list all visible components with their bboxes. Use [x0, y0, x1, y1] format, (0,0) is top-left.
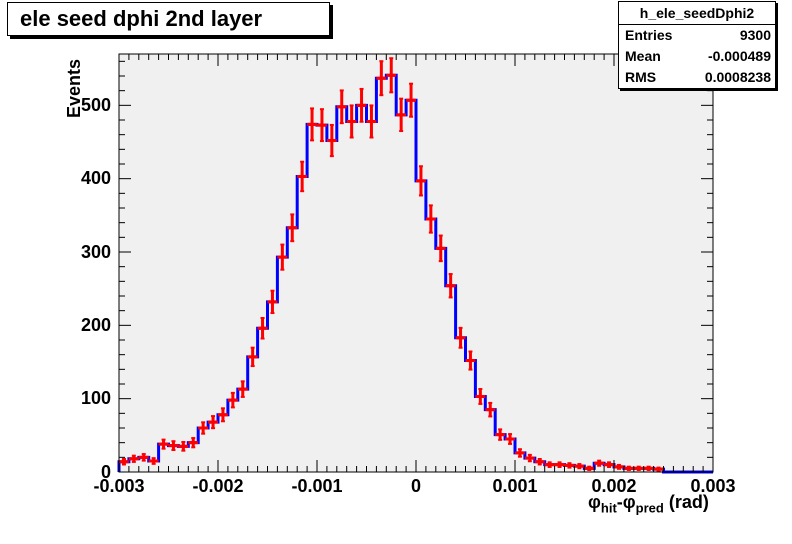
data-point — [485, 401, 496, 418]
stats-value: 9300 — [739, 27, 771, 43]
data-point — [623, 465, 634, 471]
stats-histogram-name: h_ele_seedDphi2 — [619, 2, 775, 25]
data-point — [218, 407, 228, 423]
data-point — [584, 465, 595, 471]
data-point — [435, 234, 446, 263]
error-bars-layer — [119, 57, 664, 472]
x-axis-sub-pred: pred — [635, 500, 664, 516]
data-point — [326, 123, 337, 158]
data-point — [178, 440, 189, 452]
x-axis-phi: φ — [588, 492, 601, 512]
data-point — [386, 57, 397, 94]
data-point — [554, 461, 565, 468]
x-axis-sub-hit: hit — [600, 500, 617, 516]
data-point — [495, 428, 506, 441]
data-point — [524, 453, 535, 463]
data-point — [277, 243, 288, 271]
y-tick-label: 200 — [81, 314, 112, 335]
data-point — [406, 82, 416, 118]
data-point — [643, 465, 654, 471]
x-axis-phi: φ — [622, 492, 636, 512]
data-point — [564, 462, 575, 469]
data-point — [416, 165, 426, 197]
data-point — [614, 463, 624, 470]
y-tick-label: 400 — [81, 168, 112, 189]
data-point — [574, 463, 585, 470]
x-tick-label: 0.001 — [492, 476, 538, 496]
data-point — [188, 437, 199, 449]
data-point — [257, 317, 268, 340]
stats-label: Entries — [625, 27, 673, 43]
y-tick-label: 300 — [81, 241, 112, 262]
data-point — [544, 461, 555, 468]
x-axis-label: φhit-φpred (rad) — [588, 492, 709, 516]
stats-label: RMS — [625, 69, 657, 85]
data-point — [455, 326, 466, 349]
stats-value: 0.0008238 — [704, 69, 771, 85]
data-point — [128, 454, 139, 463]
chart-title: ele seed dphi 2nd layer — [20, 6, 263, 31]
data-point — [465, 350, 476, 371]
data-point — [148, 457, 159, 465]
data-point — [168, 440, 179, 451]
axis-ticks-layer — [118, 54, 714, 473]
data-point — [604, 461, 614, 468]
data-point — [287, 213, 298, 243]
x-axis-unit: (rad) — [663, 492, 709, 512]
data-point — [297, 160, 308, 193]
data-point — [198, 421, 209, 435]
stats-value: -0.000489 — [707, 48, 771, 64]
stats-label: Mean — [625, 48, 661, 64]
stats-box: h_ele_seedDphi2 Entries 9300 Mean -0.000… — [618, 1, 776, 89]
x-tick-label: -0.003 — [93, 476, 145, 496]
x-axis-dash: - — [616, 492, 623, 512]
data-point — [267, 289, 278, 315]
data-point — [366, 104, 377, 139]
data-point — [208, 415, 218, 430]
data-point — [505, 433, 515, 445]
x-tick-label: -0.002 — [192, 476, 244, 496]
data-point — [653, 466, 664, 472]
data-point — [515, 448, 525, 458]
data-point — [317, 108, 327, 143]
chart-title-box: ele seed dphi 2nd layer — [7, 2, 330, 36]
data-point — [119, 457, 129, 466]
data-point — [594, 459, 605, 467]
data-point — [445, 273, 456, 299]
data-point — [356, 87, 367, 123]
y-tick-label: 0 — [101, 461, 112, 482]
data-point — [396, 97, 407, 133]
stats-row-entries: Entries 9300 — [619, 25, 775, 46]
data-point — [307, 107, 317, 142]
x-tick-label: -0.001 — [291, 476, 343, 496]
x-tick-label: 0.002 — [591, 476, 637, 496]
data-point — [425, 204, 436, 234]
x-tick-label: 0.003 — [690, 476, 736, 496]
data-point — [336, 89, 347, 125]
data-point — [346, 104, 357, 139]
data-point — [633, 465, 644, 471]
data-point — [138, 453, 149, 462]
stats-row-rms: RMS 0.0008238 — [619, 67, 775, 88]
y-tick-label: 500 — [81, 94, 112, 115]
y-tick-label: 100 — [81, 388, 112, 409]
data-point — [376, 60, 387, 97]
data-point — [247, 346, 258, 368]
data-point — [158, 438, 169, 450]
data-point — [227, 391, 238, 409]
data-point — [534, 457, 545, 466]
data-point — [237, 380, 248, 398]
data-point — [475, 388, 486, 405]
x-tick-label: 0 — [411, 476, 422, 496]
stats-row-mean: Mean -0.000489 — [619, 46, 775, 67]
